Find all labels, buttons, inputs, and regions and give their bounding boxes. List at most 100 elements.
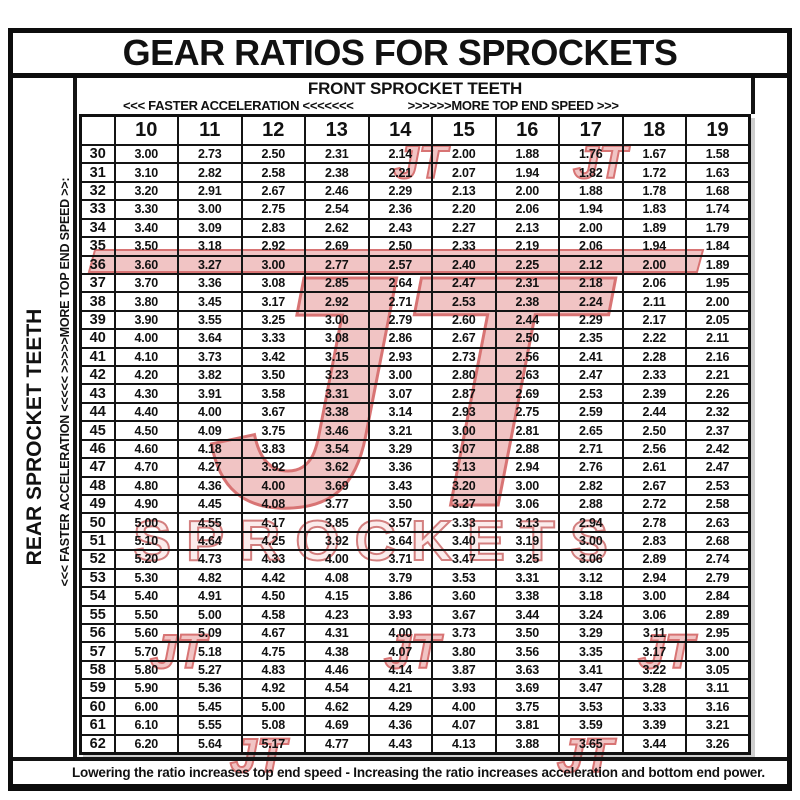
ratio-cell: 2.54 [304, 199, 370, 220]
ratio-cell: 2.00 [494, 180, 560, 202]
ratio-cell: 3.05 [685, 659, 751, 681]
ratio-cell: 3.75 [494, 696, 560, 718]
ratio-cell: 6.10 [113, 715, 179, 736]
table-row: 35 3.50 3.18 2.92 2.69 2.50 2.33 2.19 2.06 1.94 1.… [79, 236, 751, 257]
rear-teeth-label: 56 [79, 622, 116, 644]
ratio-cell: 2.31 [494, 272, 560, 294]
ratio-cell: 2.68 [685, 530, 751, 552]
table-row: 48 4.80 4.36 4.00 3.69 3.43 3.20 3.00 2.82 2.67 2.… [79, 475, 751, 497]
ratio-cell: 2.56 [621, 438, 687, 460]
ratio-cell: 2.83 [240, 217, 306, 239]
ratio-cell: 3.80 [431, 641, 497, 662]
table-row: 49 4.90 4.45 4.08 3.77 3.50 3.27 3.06 2.88 2.72 2.… [79, 493, 751, 515]
ratios-table: 10 11 12 13 14 15 16 17 18 19 30 3.00 2.73 2.50 2.31 2.… [79, 114, 751, 755]
ratio-cell: 1.63 [685, 162, 751, 183]
ratio-cell: 3.93 [431, 678, 497, 699]
ratio-cell: 2.06 [558, 236, 624, 257]
rear-teeth-label: 34 [79, 217, 116, 239]
ratio-cell: 3.77 [304, 493, 370, 515]
ratio-cell: 2.50 [240, 143, 306, 165]
ratio-cell: 2.11 [621, 291, 687, 312]
ratio-cell: 3.17 [621, 641, 687, 662]
corner-cell [79, 114, 116, 146]
ratio-cell: 3.75 [240, 420, 306, 441]
ratio-cell: 4.90 [113, 493, 179, 515]
ratio-cell: 3.31 [494, 567, 560, 589]
ratio-cell: 2.75 [240, 199, 306, 220]
ratio-cell: 2.29 [367, 180, 433, 202]
table-row: 55 5.50 5.00 4.58 4.23 3.93 3.67 3.44 3.24 3.06 2.… [79, 604, 751, 625]
rear-teeth-label: 30 [79, 143, 116, 165]
ratio-cell: 3.00 [558, 530, 624, 552]
ratio-cell: 2.17 [621, 309, 687, 331]
rear-teeth-label: 36 [79, 254, 116, 275]
ratio-cell: 1.94 [558, 199, 624, 220]
ratio-cell: 5.80 [113, 659, 179, 681]
table-row: 37 3.70 3.36 3.08 2.85 2.64 2.47 2.31 2.18 2.06 1.… [79, 272, 751, 294]
ratio-cell: 2.71 [367, 291, 433, 312]
ratio-cell: 3.67 [431, 604, 497, 625]
ratio-cell: 2.85 [304, 272, 370, 294]
ratio-cell: 2.94 [558, 512, 624, 533]
ratio-cell: 2.35 [558, 328, 624, 349]
ratio-cell: 3.18 [558, 586, 624, 607]
ratio-cell: 4.00 [431, 696, 497, 718]
ratio-cell: 2.92 [240, 236, 306, 257]
ratio-cell: 1.79 [685, 217, 751, 239]
ratio-cell: 3.27 [177, 254, 243, 275]
ratio-cell: 3.00 [240, 254, 306, 275]
ratio-cell: 4.13 [431, 733, 497, 755]
ratio-cell: 3.07 [367, 383, 433, 404]
rear-teeth-label: 42 [79, 365, 116, 386]
table-row: 60 6.00 5.45 5.00 4.62 4.29 4.00 3.75 3.53 3.33 3.… [79, 696, 751, 718]
ratio-cell: 2.87 [431, 383, 497, 404]
ratio-cell: 3.46 [304, 420, 370, 441]
more-top-end-speed-label: >>>>>>MORE TOP END SPEED >>> [407, 98, 619, 113]
table-row: 56 5.60 5.09 4.67 4.31 4.00 3.73 3.50 3.29 3.11 2.… [79, 622, 751, 644]
ratio-cell: 4.36 [367, 715, 433, 736]
ratio-cell: 3.50 [240, 365, 306, 386]
ratio-cell: 2.53 [558, 383, 624, 404]
ratio-cell: 5.17 [240, 733, 306, 755]
ratio-cell: 4.09 [177, 420, 243, 441]
ratio-cell: 3.59 [558, 715, 624, 736]
table-row: 46 4.60 4.18 3.83 3.54 3.29 3.07 2.88 2.71 2.56 2.… [79, 438, 751, 460]
ratio-cell: 3.50 [494, 622, 560, 644]
ratio-cell: 3.38 [494, 586, 560, 607]
ratio-cell: 3.00 [621, 586, 687, 607]
ratio-cell: 3.56 [494, 641, 560, 662]
ratio-cell: 2.44 [621, 401, 687, 423]
table-row: 41 4.10 3.73 3.42 3.15 2.93 2.73 2.56 2.41 2.28 2.… [79, 346, 751, 368]
footer-note: Lowering the ratio increases top end spe… [72, 765, 765, 780]
ratio-cell: 5.60 [113, 622, 179, 644]
ratio-cell: 2.71 [558, 438, 624, 460]
ratio-cell: 2.67 [621, 475, 687, 497]
ratio-cell: 2.58 [240, 162, 306, 183]
table-row: 34 3.40 3.09 2.83 2.62 2.43 2.27 2.13 2.00 1.89 1.… [79, 217, 751, 239]
ratio-cell: 2.92 [304, 291, 370, 312]
table-row: 45 4.50 4.09 3.75 3.46 3.21 3.00 2.81 2.65 2.50 2.… [79, 420, 751, 441]
ratio-cell: 2.56 [494, 346, 560, 368]
ratio-cell: 3.10 [113, 162, 179, 183]
ratio-cell: 3.73 [177, 346, 243, 368]
ratio-cell: 2.93 [367, 346, 433, 368]
ratio-cell: 3.42 [240, 346, 306, 368]
table-row: 59 5.90 5.36 4.92 4.54 4.21 3.93 3.69 3.47 3.28 3.… [79, 678, 751, 699]
ratio-cell: 3.36 [177, 272, 243, 294]
table-row: 44 4.40 4.00 3.67 3.38 3.14 2.93 2.75 2.59 2.44 2.… [79, 401, 751, 423]
ratio-cell: 5.50 [113, 604, 179, 625]
ratio-cell: 4.38 [304, 641, 370, 662]
ratio-cell: 4.92 [240, 678, 306, 699]
ratio-cell: 2.42 [685, 438, 751, 460]
rear-teeth-label: 43 [79, 383, 116, 404]
ratio-cell: 5.55 [177, 715, 243, 736]
ratio-cell: 3.88 [494, 733, 560, 755]
front-teeth-header: 18 [621, 114, 687, 146]
ratio-cell: 2.50 [367, 236, 433, 257]
ratio-cell: 3.06 [494, 493, 560, 515]
page-frame: GEAR RATIOS FOR SPROCKETS REAR SPROCKET … [8, 28, 792, 791]
ratio-cell: 3.92 [240, 457, 306, 478]
ratio-cell: 3.33 [431, 512, 497, 533]
ratio-cell: 3.31 [304, 383, 370, 404]
ratio-cell: 3.19 [494, 530, 560, 552]
